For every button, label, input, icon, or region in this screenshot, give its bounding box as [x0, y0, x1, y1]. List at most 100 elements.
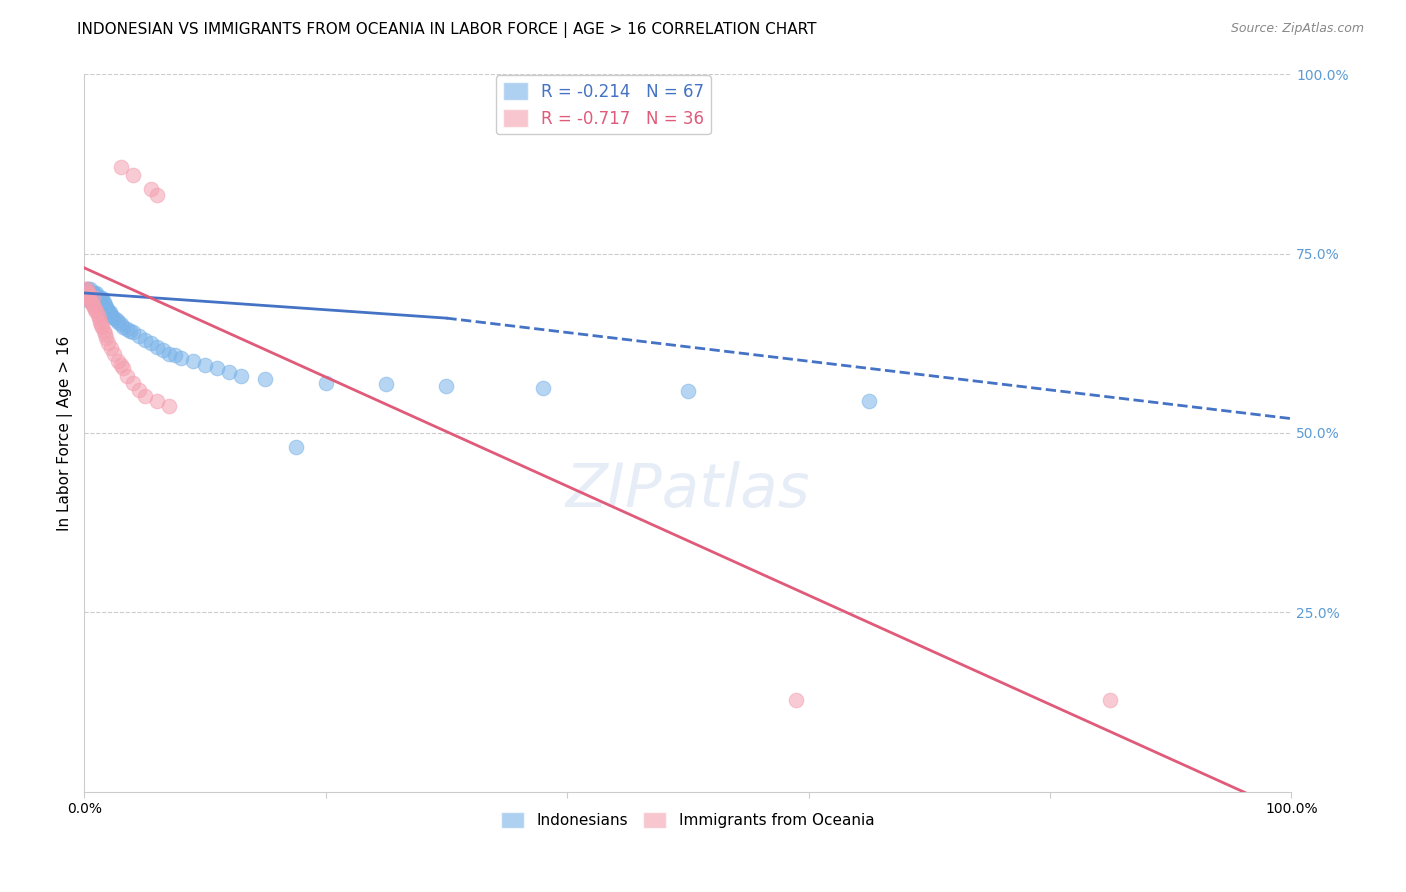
Point: [91, 319, 114, 334]
Point: [82, 289, 104, 303]
Point: [77, 289, 100, 303]
Point: [83, 289, 105, 303]
Point: [107, 315, 129, 329]
Text: Source: ZipAtlas.com: Source: ZipAtlas.com: [1230, 22, 1364, 36]
Point: [315, 376, 337, 390]
Point: [103, 347, 125, 361]
Point: [145, 340, 167, 354]
Point: [79, 282, 101, 296]
Point: [139, 336, 162, 351]
Text: ZIPatlas: ZIPatlas: [565, 461, 810, 520]
Point: [676, 384, 699, 399]
Point: [93, 295, 115, 310]
Point: [194, 358, 217, 372]
Point: [121, 376, 143, 390]
Point: [231, 368, 253, 383]
Point: [75, 282, 97, 296]
Point: [97, 336, 120, 351]
Point: [110, 161, 132, 175]
Point: [77, 289, 100, 303]
Point: [110, 358, 132, 372]
Point: [83, 301, 105, 315]
Point: [434, 379, 457, 393]
Point: [79, 293, 101, 308]
Point: [86, 291, 108, 305]
Point: [785, 693, 807, 707]
Point: [152, 343, 174, 358]
Point: [77, 282, 100, 296]
Point: [134, 333, 156, 347]
Point: [98, 305, 121, 319]
Point: [145, 393, 167, 408]
Point: [110, 317, 132, 331]
Point: [82, 291, 104, 305]
Point: [86, 308, 108, 322]
Point: [94, 298, 117, 312]
Point: [107, 354, 129, 368]
Point: [76, 289, 98, 303]
Point: [163, 348, 186, 362]
Point: [79, 291, 101, 305]
Point: [103, 311, 125, 326]
Point: [100, 308, 122, 322]
Point: [77, 293, 100, 308]
Point: [84, 288, 107, 302]
Point: [284, 441, 307, 455]
Point: [86, 285, 108, 300]
Point: [87, 289, 110, 303]
Text: INDONESIAN VS IMMIGRANTS FROM OCEANIA IN LABOR FORCE | AGE > 16 CORRELATION CHAR: INDONESIAN VS IMMIGRANTS FROM OCEANIA IN…: [77, 22, 817, 38]
Point: [90, 293, 112, 308]
Point: [115, 322, 138, 336]
Point: [79, 288, 101, 302]
Point: [90, 318, 112, 333]
Point: [1099, 693, 1122, 707]
Point: [84, 302, 107, 317]
Point: [80, 297, 103, 311]
Point: [93, 324, 115, 338]
Point: [170, 351, 193, 365]
Point: [77, 285, 100, 300]
Point: [134, 389, 156, 403]
Point: [145, 187, 167, 202]
Legend: Indonesians, Immigrants from Oceania: Indonesians, Immigrants from Oceania: [495, 805, 880, 835]
Point: [83, 285, 105, 300]
Point: [82, 285, 104, 300]
Point: [205, 361, 228, 376]
Point: [89, 291, 111, 305]
Point: [76, 285, 98, 300]
Point: [531, 382, 554, 396]
Point: [91, 291, 114, 305]
Point: [115, 368, 138, 383]
Point: [86, 304, 108, 318]
Point: [120, 324, 142, 338]
Point: [157, 347, 180, 361]
Y-axis label: In Labor Force | Age > 16: In Labor Force | Age > 16: [58, 335, 73, 531]
Point: [97, 304, 120, 318]
Point: [121, 168, 143, 182]
Point: [77, 289, 100, 303]
Point: [375, 377, 398, 392]
Point: [82, 298, 104, 312]
Point: [105, 312, 128, 326]
Point: [121, 326, 143, 340]
Point: [157, 399, 180, 413]
Point: [128, 383, 150, 397]
Point: [111, 361, 134, 376]
Point: [91, 297, 114, 311]
Point: [87, 311, 110, 326]
Point: [111, 319, 134, 334]
Point: [76, 282, 98, 296]
Point: [94, 326, 117, 341]
Point: [77, 285, 100, 300]
Point: [254, 372, 277, 386]
Point: [101, 310, 124, 324]
Point: [94, 301, 117, 315]
Point: [86, 293, 108, 308]
Point: [96, 302, 118, 317]
Point: [89, 295, 111, 310]
Point: [218, 365, 240, 379]
Point: [89, 315, 111, 329]
Point: [84, 293, 107, 308]
Point: [87, 293, 110, 308]
Point: [80, 293, 103, 308]
